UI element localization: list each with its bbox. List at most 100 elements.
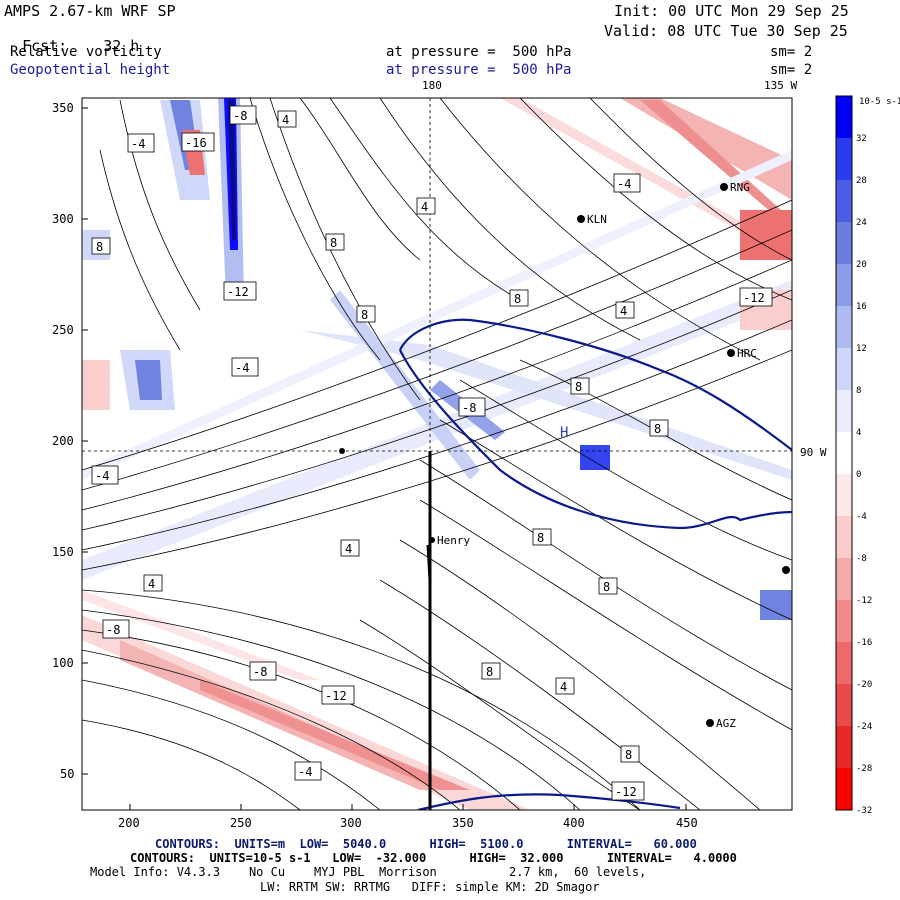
svg-text:8: 8: [537, 531, 544, 545]
station-hrc: HRC: [727, 347, 757, 360]
svg-text:-4: -4: [131, 137, 145, 151]
contour-label: -4: [91, 465, 119, 485]
field1-name: Relative vorticity: [10, 44, 162, 60]
svg-text:-8: -8: [106, 623, 120, 637]
svg-text:4: 4: [345, 542, 352, 556]
contour-label: -4: [294, 761, 322, 781]
svg-text:-8: -8: [233, 109, 247, 123]
svg-text:4: 4: [421, 200, 428, 214]
svg-text:8: 8: [96, 240, 103, 254]
footer-vorticity-contours: CONTOURS: UNITS=10-5 s-1 LOW= -32.000 HI…: [130, 851, 737, 865]
colorbar-swatch: [836, 684, 852, 726]
station-rng: RNG: [720, 181, 750, 194]
forecast-label: Fcst: 32 h: [4, 24, 139, 54]
contour-label: 8: [598, 577, 618, 595]
svg-text:AGZ: AGZ: [716, 717, 736, 730]
init-time: Init: 00 UTC Mon 29 Sep 25: [614, 2, 849, 20]
contour-label: -4: [613, 173, 641, 193]
colorbar-swatch: [836, 432, 852, 474]
field2-smoothing: sm= 2: [770, 62, 813, 78]
colorbar-label: -8: [856, 554, 867, 564]
colorbar-swatch: [836, 348, 852, 390]
y-tick: 200: [52, 434, 74, 448]
contour-label: -8: [458, 397, 486, 417]
y-tick: 100: [52, 656, 74, 670]
contour-label: 4: [416, 197, 436, 215]
colorbar-label: 28: [856, 176, 867, 186]
svg-text:-16: -16: [185, 136, 207, 150]
svg-text:Henry: Henry: [437, 534, 470, 547]
colorbar-label: -28: [856, 764, 872, 774]
colorbar-label: -12: [856, 596, 872, 606]
colorbar-swatch: [836, 264, 852, 306]
lon-label-180: 180: [422, 79, 442, 92]
y-tick: 350: [52, 101, 74, 115]
svg-text:-4: -4: [617, 177, 631, 191]
x-tick: 200: [118, 816, 140, 830]
svg-text:4: 4: [560, 680, 567, 694]
svg-text:4: 4: [282, 113, 289, 127]
colorbar-swatch: [836, 768, 852, 810]
svg-text:-4: -4: [235, 361, 249, 375]
svg-text:-8: -8: [253, 665, 267, 679]
colorbar-swatch: [836, 306, 852, 348]
svg-text:8: 8: [654, 422, 661, 436]
contour-label: -12: [223, 281, 257, 301]
svg-text:RNG: RNG: [730, 181, 750, 194]
y-tick: 50: [60, 767, 74, 781]
y-tick: 300: [52, 212, 74, 226]
contour-label: 8: [509, 289, 529, 307]
svg-text:-4: -4: [95, 469, 109, 483]
high-pressure-marker: H: [560, 425, 568, 441]
colorbar-label: 32: [856, 134, 867, 144]
colorbar-label: 8: [856, 386, 861, 396]
colorbar-label: 12: [856, 344, 867, 354]
contour-label: 8: [620, 745, 640, 763]
x-tick: 450: [676, 816, 698, 830]
contour-label: -12: [739, 287, 773, 307]
svg-text:8: 8: [486, 665, 493, 679]
colorbar-swatch: [836, 390, 852, 432]
footer-physics-info: LW: RRTM SW: RRTMG DIFF: simple KM: 2D S…: [260, 880, 600, 894]
geopotential-contours: [399, 318, 792, 810]
contour-label: 4: [143, 574, 163, 592]
map-field: 4 4 4 4 4 4 8 8 8 8 8 8 8 8 8 8 -4 -4 -4…: [82, 98, 792, 810]
colorbar-units: 10-5 s-1: [859, 97, 900, 107]
colorbar-label: -16: [856, 638, 872, 648]
contour-label: 4: [277, 110, 297, 128]
svg-text:-4: -4: [298, 765, 312, 779]
svg-text:-12: -12: [743, 291, 765, 305]
contour-label: 4: [555, 677, 575, 695]
contour-label: -12: [321, 685, 355, 705]
colorbar-swatch: [836, 516, 852, 558]
colorbar-swatch: [836, 558, 852, 600]
colorbar-swatch: [836, 96, 852, 138]
contour-label: -8: [229, 105, 257, 125]
contour-label: 8: [91, 237, 111, 255]
station-agz: AGZ: [706, 717, 736, 730]
contour-label: 8: [570, 377, 590, 395]
model-title: AMPS 2.67-km WRF SP: [4, 2, 176, 20]
field1-level: at pressure = 500 hPa: [386, 44, 572, 60]
svg-text:8: 8: [361, 308, 368, 322]
stations: Henry KLN RNG HRC AGZ H: [339, 181, 790, 730]
svg-text:8: 8: [330, 236, 337, 250]
field2-level: at pressure = 500 hPa: [386, 62, 572, 78]
colorbar-label: -20: [856, 680, 872, 690]
lon-label-135w: 135 W: [764, 79, 797, 92]
contour-label: -8: [249, 661, 277, 681]
contour-label: -16: [181, 132, 215, 152]
contour-label: 4: [615, 301, 635, 319]
svg-text:KLN: KLN: [587, 213, 607, 226]
contour-label: 8: [481, 662, 501, 680]
colorbar-label: -4: [856, 512, 867, 522]
contour-labels: 4 4 4 4 4 4 8 8 8 8 8 8 8 8 8 8 -4 -4 -4…: [91, 105, 773, 801]
colorbar-swatch: [836, 474, 852, 516]
colorbar-label: 4: [856, 428, 861, 438]
colorbar-label: 16: [856, 302, 867, 312]
colorbar-swatch: [836, 222, 852, 264]
svg-text:-8: -8: [462, 401, 476, 415]
x-tick: 400: [563, 816, 585, 830]
station-kln: KLN: [577, 213, 607, 226]
contour-label: 8: [532, 528, 552, 546]
